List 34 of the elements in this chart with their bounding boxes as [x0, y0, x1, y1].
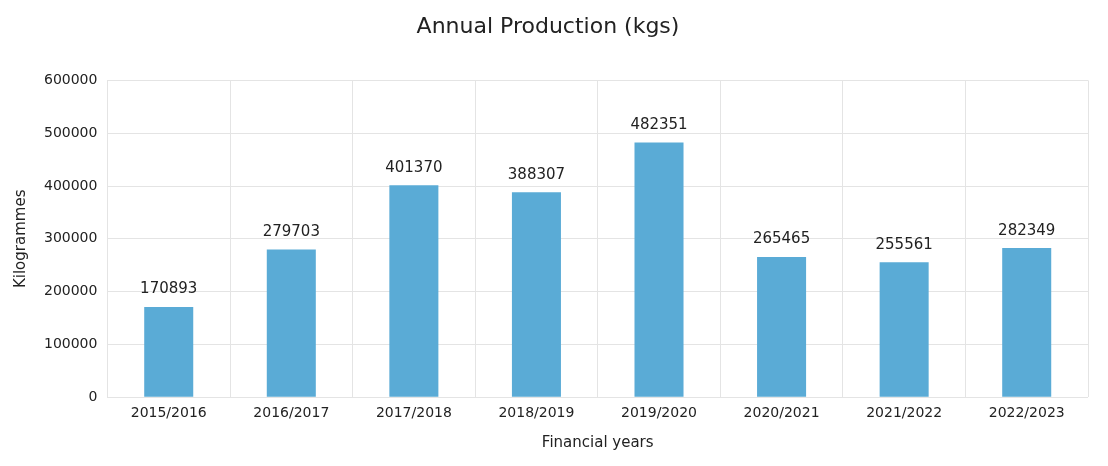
bar: [757, 257, 807, 397]
y-tick-label: 200000: [43, 282, 98, 299]
x-tick-label: 2016/2017: [253, 404, 330, 421]
bar: [511, 192, 561, 397]
y-tick-label: 300000: [43, 229, 98, 246]
y-tick-label: 400000: [43, 176, 98, 193]
x-tick-label: 2015/2016: [130, 404, 207, 421]
y-tick-label: 600000: [43, 71, 98, 88]
bar: [144, 306, 194, 397]
x-tick-label: 2017/2018: [375, 404, 452, 421]
y-tick-label: 0: [88, 387, 98, 404]
data-label: 170893: [140, 279, 198, 298]
data-label: 482351: [630, 114, 688, 133]
data-label: 388307: [507, 164, 566, 183]
x-tick-label: 2019/2020: [621, 404, 697, 421]
data-label: 282349: [998, 220, 1056, 239]
x-tick-label: 2021/2022: [866, 404, 943, 421]
data-label: 255561: [875, 234, 933, 253]
x-axis-title: Financial years: [541, 432, 654, 451]
x-tick-label: 2018/2019: [498, 404, 575, 421]
x-tick-label: 2020/2021: [743, 404, 820, 421]
data-label: 265465: [752, 229, 811, 248]
bar: [1002, 248, 1052, 397]
data-label: 279703: [262, 221, 320, 240]
y-tick-label: 100000: [43, 335, 98, 352]
y-axis-title: Kilogrammes: [10, 189, 29, 289]
bar: [634, 142, 684, 397]
chart-title: Annual Production (kgs): [416, 12, 680, 38]
bar: [879, 262, 929, 397]
data-label: 401370: [385, 157, 443, 176]
x-tick-label: 2022/2023: [988, 404, 1065, 421]
y-tick-label: 500000: [43, 123, 98, 140]
bar: [389, 185, 439, 397]
bar: [266, 249, 316, 397]
